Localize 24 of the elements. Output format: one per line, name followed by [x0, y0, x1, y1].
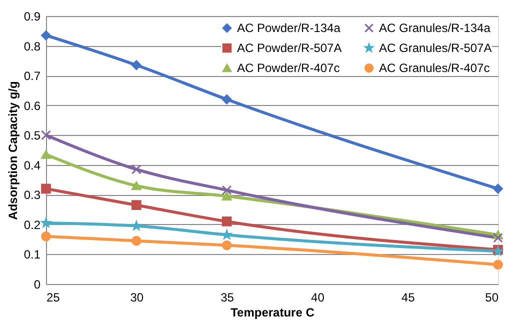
x-axis-title: Temperature C — [230, 306, 315, 320]
y-tick-label: 0.5 — [24, 128, 41, 143]
y-tick-label: 0.7 — [24, 69, 41, 84]
y-tick-label: 0.8 — [24, 39, 41, 54]
y-tick-label: 0.2 — [24, 218, 41, 232]
legend-label: AC Granules/R-134a — [379, 21, 491, 36]
x-tick-label: 30 — [130, 290, 144, 304]
y-tick-label: 0.4 — [24, 158, 41, 172]
legend-label: AC Powder/R-407c — [237, 61, 340, 75]
legend-label: AC Granules/R-507A — [379, 41, 492, 55]
legend-label: AC Powder/R-507A — [237, 41, 342, 55]
legend-label: AC Granules/R-407c — [379, 61, 490, 75]
legend-label: AC Powder/R-134a — [237, 21, 341, 36]
y-tick-label: 0.1 — [24, 248, 41, 262]
y-tick-label: 0.6 — [24, 98, 41, 113]
x-tick-label: 40 — [311, 290, 325, 304]
x-tick-label: 50 — [485, 290, 499, 304]
x-tick-label: 25 — [46, 290, 60, 304]
x-tick-label: 35 — [220, 290, 234, 304]
y-tick-label: 0.9 — [24, 10, 41, 24]
x-tick-label: 45 — [401, 290, 416, 304]
y-axis-title: Adsorption Capacity g/g — [6, 81, 20, 220]
y-tick-label: 0.3 — [24, 188, 41, 202]
y-tick-label: 0 — [34, 278, 41, 292]
